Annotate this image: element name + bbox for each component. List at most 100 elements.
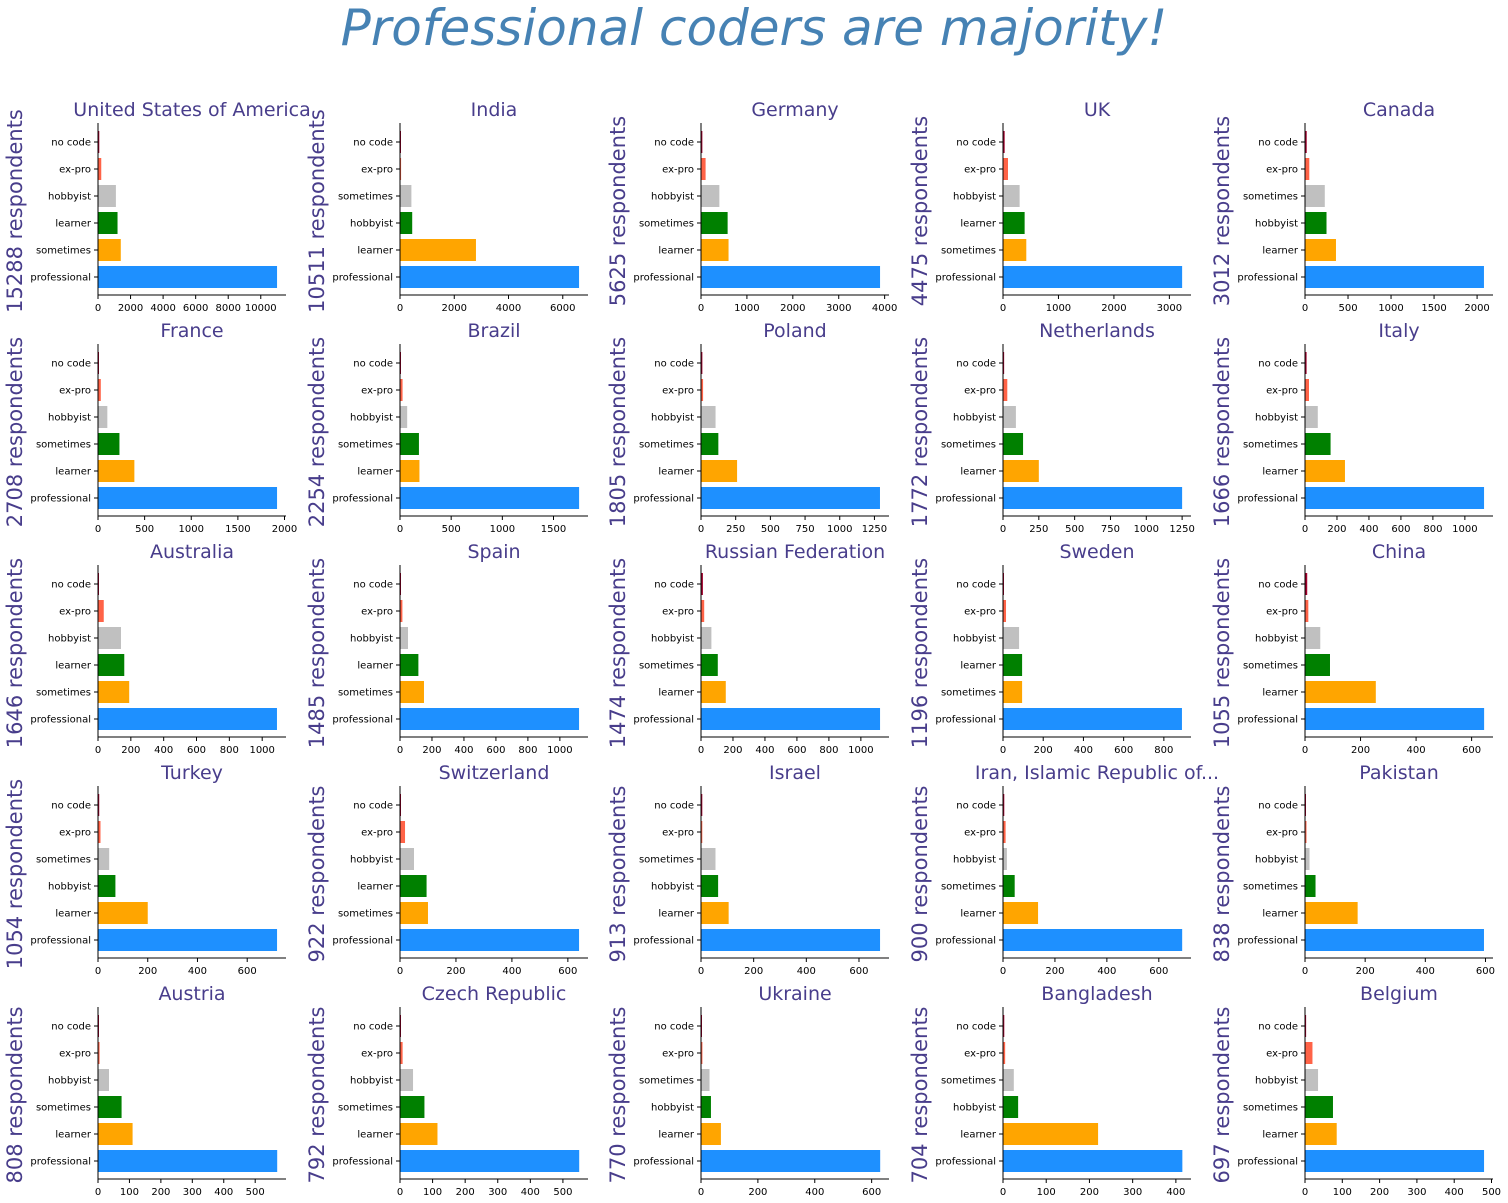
y-tick-label: learner [1262,246,1298,257]
x-tick-label: 4000 [150,303,175,314]
y-tick-label: no code [353,138,393,149]
x-tick-label: 750 [1101,524,1120,535]
y-tick-label: no code [956,1022,996,1033]
subplot-title: Australia [150,541,234,563]
x-tick-label: 400 [502,966,521,977]
x-tick-label: 200 [744,966,763,977]
y-tick-label: professional [1237,273,1298,284]
y-tick-label: professional [30,715,91,726]
bar [1305,929,1484,951]
y-tick-label: professional [332,273,393,284]
y-tick-label: professional [935,273,996,284]
subplot-title: Germany [751,99,838,121]
bar [701,131,703,153]
x-tick-label: 400 [1416,966,1435,977]
y-tick-label: ex-pro [964,386,996,397]
x-tick-label: 1500 [225,524,250,535]
y-tick-label: no code [956,359,996,370]
y-tick-label: ex-pro [662,1049,694,1060]
y-tick-label: ex-pro [964,165,996,176]
y-tick-label: hobbyist [953,192,996,203]
x-tick-label: 500 [1338,303,1357,314]
x-tick-label: 400 [797,966,816,977]
bar [400,708,580,730]
x-tick-label: 400 [1074,745,1093,756]
x-tick-label: 600 [1149,966,1168,977]
bar [701,573,703,595]
bar [701,902,729,924]
bar [1305,131,1307,153]
x-tick-label: 400 [1359,524,1378,535]
subplot-15: Turkey 1054 respondents professional learne… [3,762,286,977]
x-tick-label: 800 [1423,524,1442,535]
x-tick-label: 6000 [550,303,575,314]
bar [400,460,420,482]
x-tick-label: 0 [397,1187,403,1198]
y-tick-label: professional [633,273,694,284]
y-tick-label: sometimes [338,192,393,203]
y-axis-label: 5625 respondents [606,116,630,306]
bar [1305,821,1307,843]
bar [701,1123,721,1145]
y-axis-label: 913 respondents [606,785,630,962]
bar [1003,352,1005,374]
x-tick-label: 500 [442,524,461,535]
y-tick-label: sometimes [1243,192,1298,203]
y-axis-label: 1474 respondents [606,558,630,748]
y-tick-label: ex-pro [964,607,996,618]
bar [1003,1123,1099,1145]
y-tick-label: professional [633,715,694,726]
bar [701,794,703,816]
bar [98,131,100,153]
x-tick-label: 1000 [1134,524,1159,535]
y-axis-label: 2708 respondents [3,337,27,527]
bar [1305,460,1345,482]
x-tick-label: 3000 [826,303,851,314]
y-tick-label: learner [55,219,91,230]
y-tick-label: sometimes [36,688,91,699]
y-tick-label: hobbyist [350,219,393,230]
x-tick-label: 0 [95,966,101,977]
subplot-1: India 10511 respondents professional learne… [305,99,588,314]
bar [400,406,408,428]
x-tick-label: 1500 [541,524,566,535]
bar [1305,239,1336,261]
subplot-title: UK [1084,99,1111,121]
x-tick-label: 0 [1000,966,1006,977]
x-tick-label: 600 [558,966,577,977]
bar [1305,379,1309,401]
y-tick-label: learner [960,1130,996,1141]
bar [400,1042,403,1064]
subplot-title: Canada [1363,99,1435,121]
y-tick-label: ex-pro [59,165,91,176]
x-tick-label: 0 [698,524,704,535]
y-tick-label: sometimes [1243,1103,1298,1114]
y-axis-label: 900 respondents [908,785,932,962]
bar [98,600,104,622]
subplot-title: Czech Republic [422,983,567,1005]
subplot-24: Belgium 697 respondents professional learne… [1210,983,1501,1198]
x-tick-label: 250 [1029,524,1048,535]
y-tick-label: professional [332,494,393,505]
subplot-title: Iran, Islamic Republic of... [975,762,1219,784]
x-tick-label: 200 [1045,966,1064,977]
bar [98,487,278,509]
y-tick-label: sometimes [36,440,91,451]
y-tick-label: professional [332,936,393,947]
bar [701,1150,881,1172]
y-axis-label: 1646 respondents [3,558,27,748]
y-tick-label: learner [960,661,996,672]
subplot-17: Israel 913 respondents professional learner… [606,762,889,977]
x-tick-label: 1000 [490,524,515,535]
x-tick-label: 600 [1391,524,1410,535]
x-tick-label: 2000 [118,303,143,314]
y-tick-label: professional [1237,1157,1298,1168]
y-tick-label: professional [633,494,694,505]
x-tick-label: 1250 [862,524,887,535]
y-tick-label: no code [1258,801,1298,812]
x-tick-label: 500 [553,1187,572,1198]
x-tick-label: 200 [1356,966,1375,977]
x-tick-label: 600 [849,966,868,977]
x-tick-label: 400 [1166,1187,1185,1198]
